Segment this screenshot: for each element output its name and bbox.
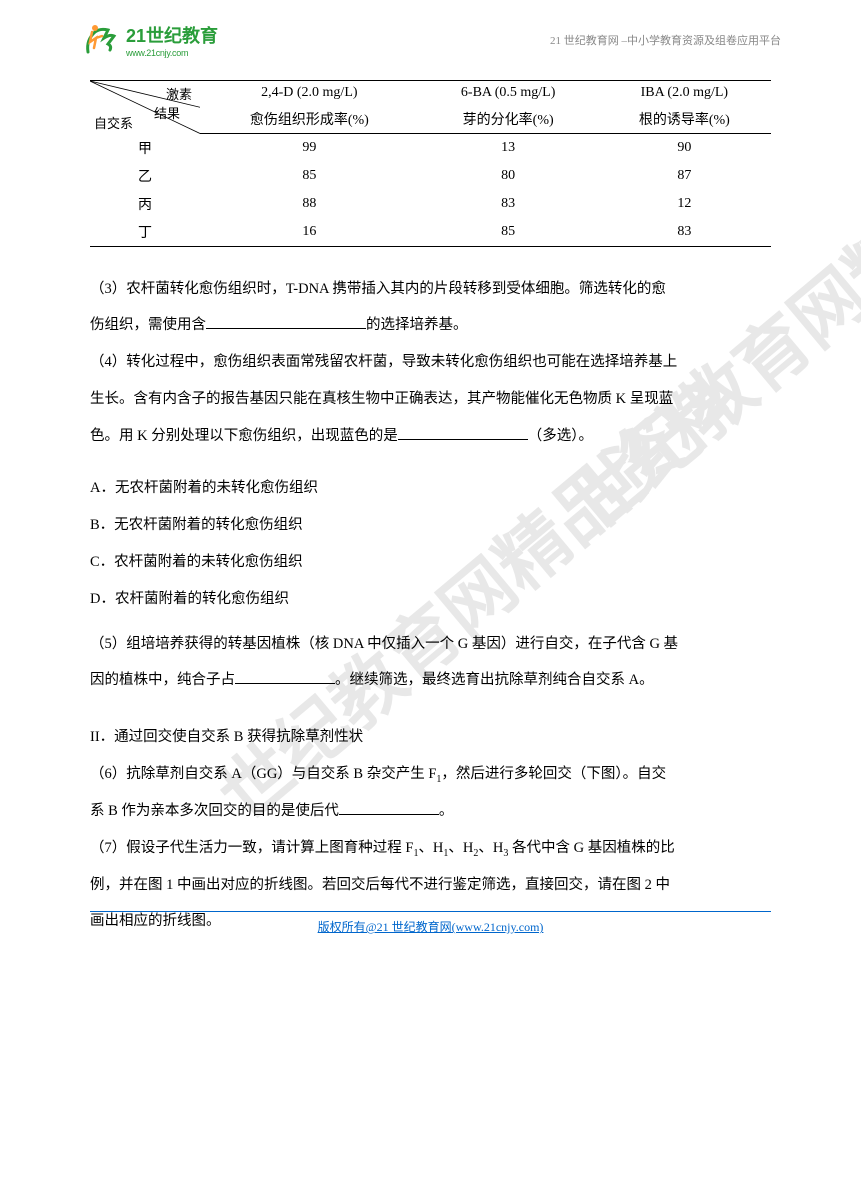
row-label: 丙 xyxy=(90,190,200,218)
cell: 16 xyxy=(200,218,419,247)
row-label: 甲 xyxy=(90,134,200,162)
diag-label-bot: 自交系 xyxy=(94,113,133,132)
blank-q3 xyxy=(206,315,366,330)
cell: 85 xyxy=(200,162,419,190)
cell: 13 xyxy=(419,134,598,162)
diagonal-header: 激素 结果 自交系 xyxy=(90,81,200,134)
options-list: A．无农杆菌附着的未转化愈伤组织 B．无农杆菌附着的转化愈伤组织 C．农杆菌附着… xyxy=(90,471,771,616)
blank-q6 xyxy=(339,800,439,815)
q7-line1: （7）假设子代生活力一致，请计算上图育种过程 F1、H1、H2、H3 各代中含 … xyxy=(90,831,771,866)
cell: 80 xyxy=(419,162,598,190)
footer-copyright: 版权所有@21 世纪教育网(www.21cnjy.com) xyxy=(318,920,544,934)
hormone-col-2: IBA (2.0 mg/L) xyxy=(598,81,771,106)
q3-line1: （3）农杆菌转化愈伤组织时，T-DNA 携带插入其内的片段转移到受体细胞。筛选转… xyxy=(90,272,771,307)
row-label: 丁 xyxy=(90,218,200,247)
cell: 12 xyxy=(598,190,771,218)
q4-line2: 生长。含有内含子的报告基因只能在真核生物中正确表达，其产物能催化无色物质 K 呈… xyxy=(90,382,771,417)
q3-line2: 伤组织，需使用含的选择培养基。 xyxy=(90,308,771,343)
q7-line2: 例，并在图 1 中画出对应的折线图。若回交后每代不进行鉴定筛选，直接回交，请在图… xyxy=(90,868,771,903)
cell: 83 xyxy=(419,190,598,218)
cell: 88 xyxy=(200,190,419,218)
hormone-col-1: 6-BA (0.5 mg/L) xyxy=(419,81,598,106)
q4-line3: 色。用 K 分别处理以下愈伤组织，出现蓝色的是（多选）。 xyxy=(90,419,771,454)
option-b: B．无农杆菌附着的转化愈伤组织 xyxy=(90,508,771,543)
diag-label-mid: 结果 xyxy=(154,103,180,122)
row-label: 乙 xyxy=(90,162,200,190)
option-c: C．农杆菌附着的未转化愈伤组织 xyxy=(90,545,771,580)
page-footer: 版权所有@21 世纪教育网(www.21cnjy.com) xyxy=(0,911,861,936)
experiment-table: 激素 结果 自交系 2,4-D (2.0 mg/L) 6-BA (0.5 mg/… xyxy=(90,80,771,247)
blank-q5 xyxy=(235,670,335,685)
q5-line2: 因的植株中，纯合子占。继续筛选，最终选育出抗除草剂纯合自交系 A。 xyxy=(90,663,771,698)
page-header: 21世纪教育 www.21cnjy.com 21 世纪教育网 –中小学教育资源及… xyxy=(0,0,861,70)
q4-line1: （4）转化过程中，愈伤组织表面常残留农杆菌，导致未转化愈伤组织也可能在选择培养基… xyxy=(90,345,771,380)
q6-line1: （6）抗除草剂自交系 A（GG）与自交系 B 杂交产生 F1，然后进行多轮回交（… xyxy=(90,757,771,792)
logo-icon xyxy=(80,20,120,60)
logo-sub-text: www.21cnjy.com xyxy=(126,48,218,58)
table-row: 丁 16 85 83 xyxy=(90,218,771,247)
table-row: 丙 88 83 12 xyxy=(90,190,771,218)
page-content: 21世纪教育 www.21cnjy.com 21 世纪教育网 –中小学教育资源及… xyxy=(0,0,861,961)
option-a: A．无农杆菌附着的未转化愈伤组织 xyxy=(90,471,771,506)
header-right-text: 21 世纪教育网 –中小学教育资源及组卷应用平台 xyxy=(550,32,781,48)
q5-line1: （5）组培培养获得的转基因植株（核 DNA 中仅插入一个 G 基因）进行自交，在… xyxy=(90,627,771,662)
hormone-col-0: 2,4-D (2.0 mg/L) xyxy=(200,81,419,106)
logo: 21世纪教育 www.21cnjy.com xyxy=(80,20,218,60)
main-content: 激素 结果 自交系 2,4-D (2.0 mg/L) 6-BA (0.5 mg/… xyxy=(0,70,861,961)
section-ii-title: II．通过回交使自交系 B 获得抗除草剂性状 xyxy=(90,720,771,755)
metric-col-2: 根的诱导率(%) xyxy=(598,105,771,134)
question-body: （3）农杆菌转化愈伤组织时，T-DNA 携带插入其内的片段转移到受体细胞。筛选转… xyxy=(90,272,771,940)
logo-text: 21世纪教育 www.21cnjy.com xyxy=(126,22,218,58)
q6-line2: 系 B 作为亲本多次回交的目的是使后代。 xyxy=(90,794,771,829)
metric-col-0: 愈伤组织形成率(%) xyxy=(200,105,419,134)
option-d: D．农杆菌附着的转化愈伤组织 xyxy=(90,582,771,617)
cell: 83 xyxy=(598,218,771,247)
logo-main-text: 21世纪教育 xyxy=(126,22,218,48)
footer-divider xyxy=(90,911,771,912)
diag-label-top: 激素 xyxy=(166,84,192,103)
table-row: 乙 85 80 87 xyxy=(90,162,771,190)
table-row: 甲 99 13 90 xyxy=(90,134,771,162)
cell: 87 xyxy=(598,162,771,190)
cell: 90 xyxy=(598,134,771,162)
cell: 85 xyxy=(419,218,598,247)
cell: 99 xyxy=(200,134,419,162)
metric-col-1: 芽的分化率(%) xyxy=(419,105,598,134)
blank-q4 xyxy=(398,425,528,440)
